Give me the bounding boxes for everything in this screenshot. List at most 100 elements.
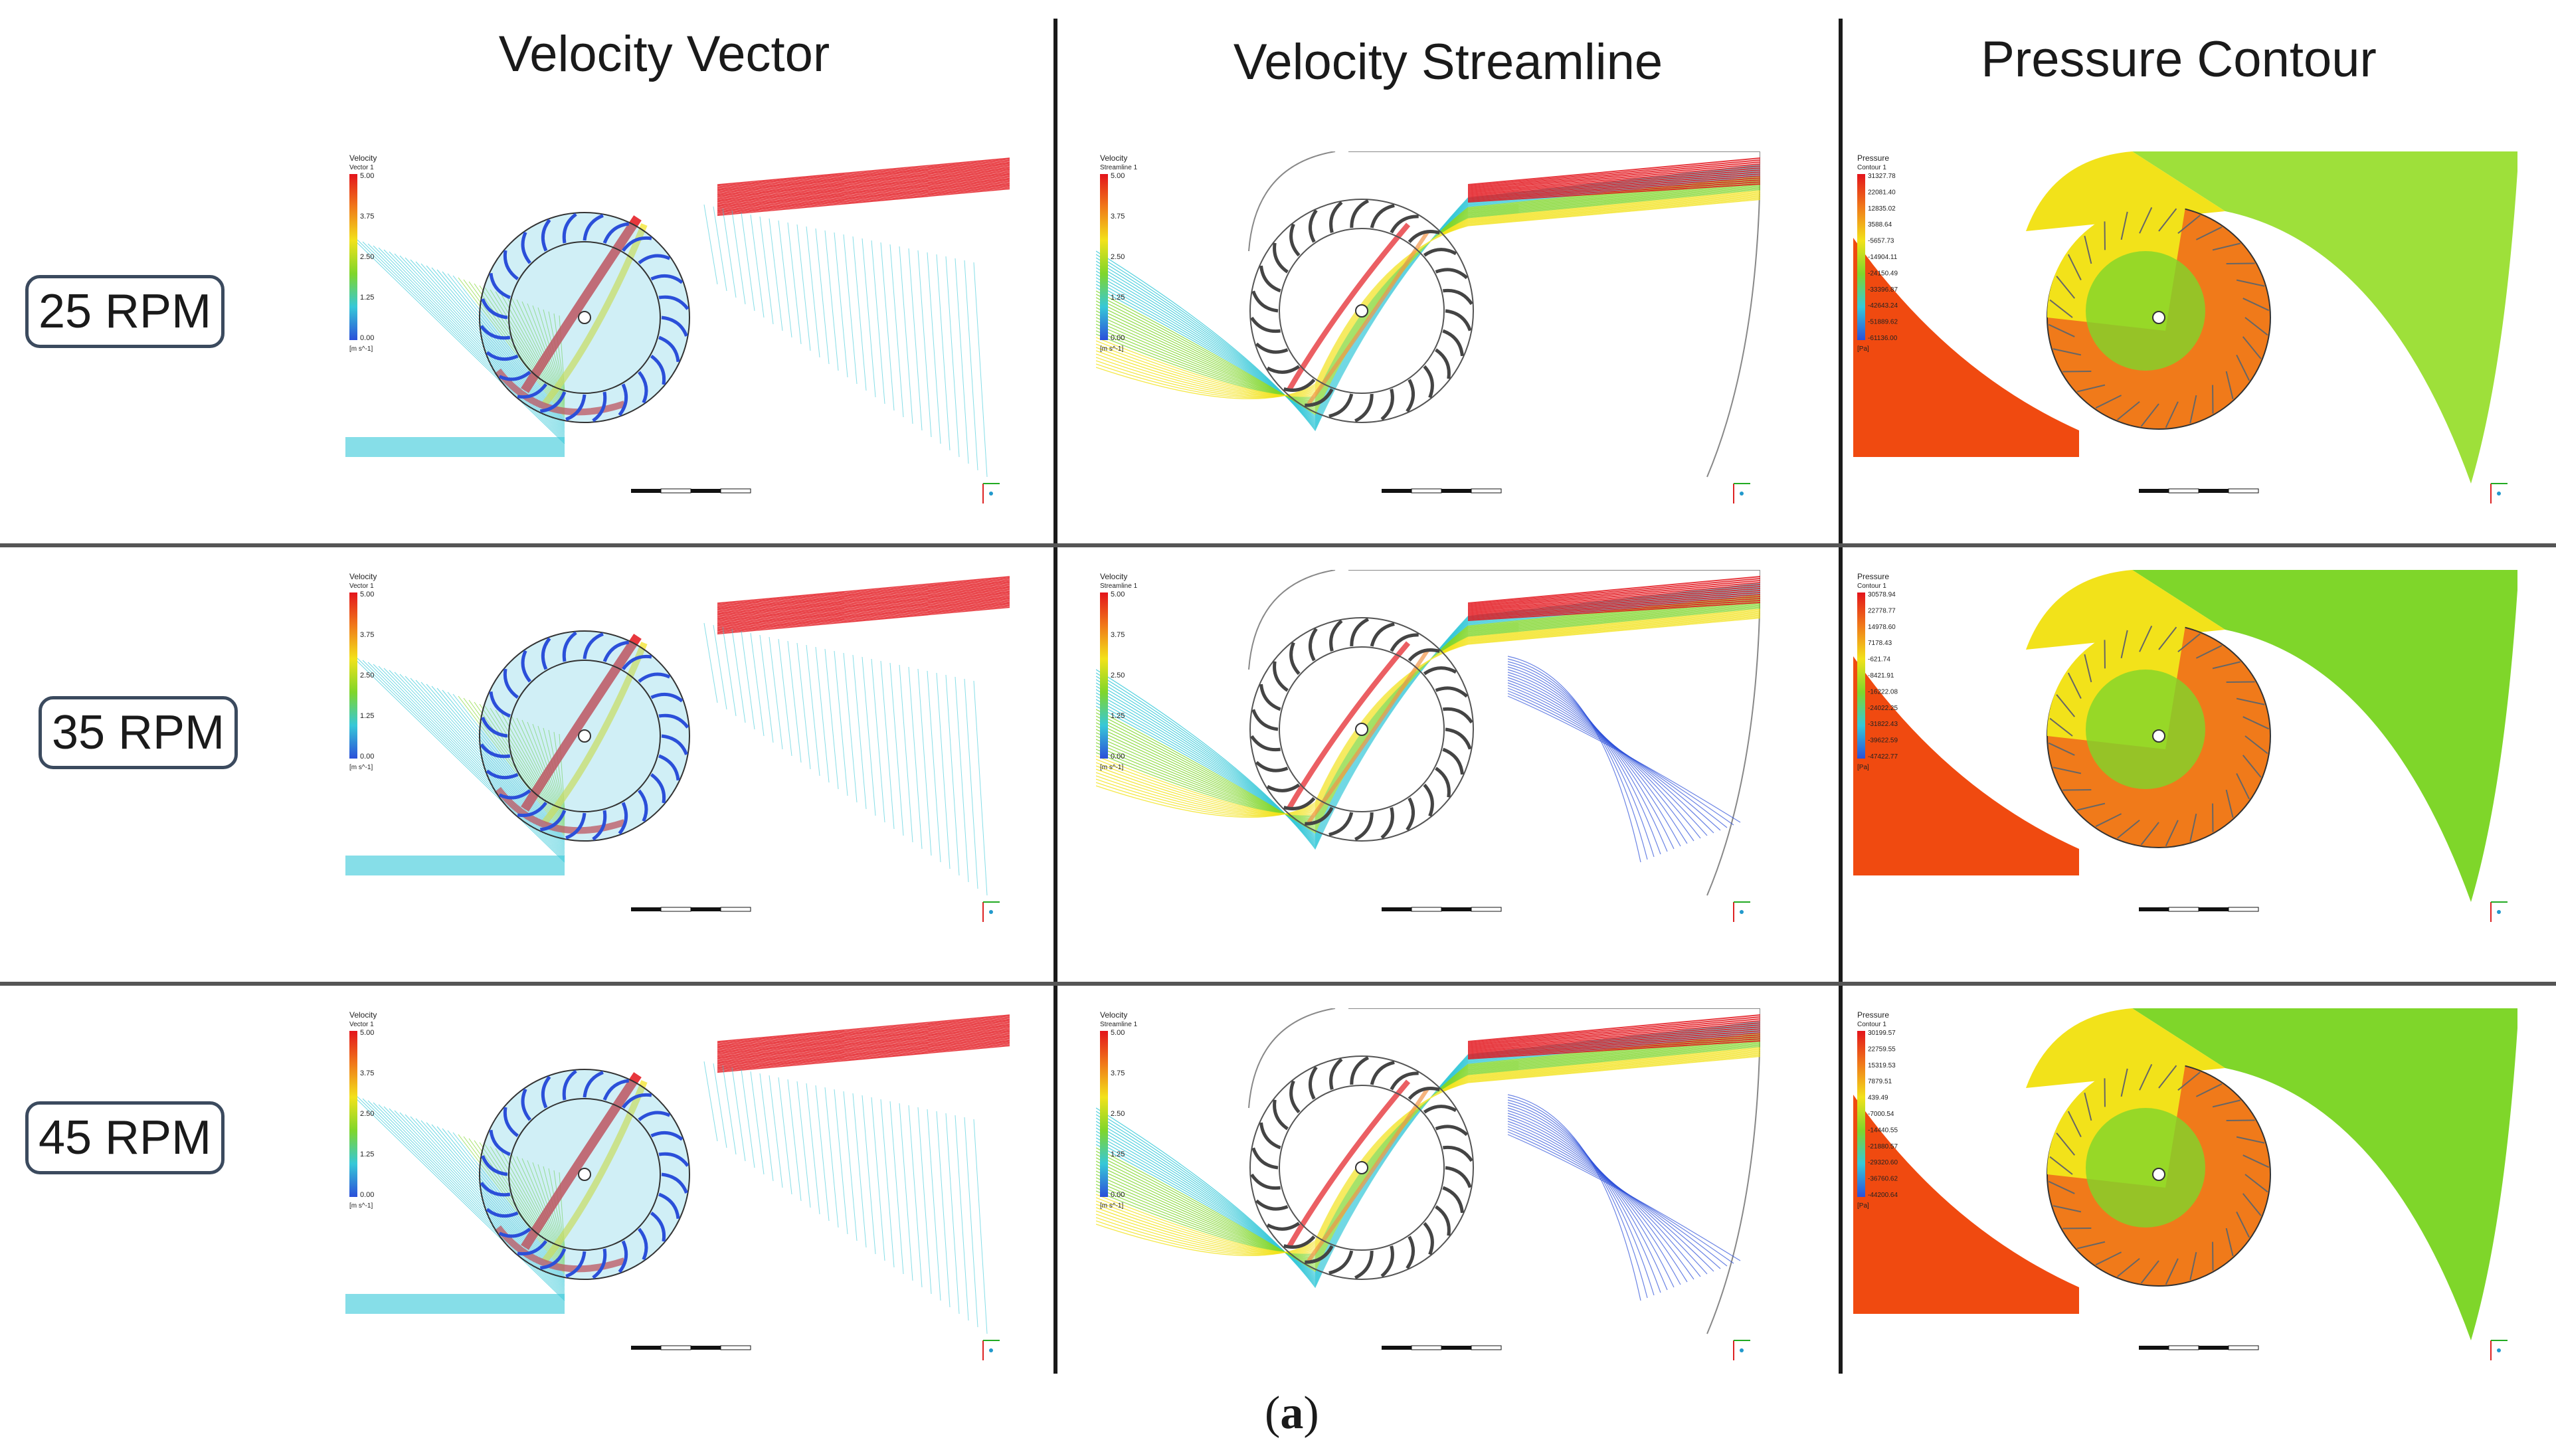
- legend-tick-label: -5657.73: [1868, 238, 1894, 245]
- pressure-contour-field: [1853, 151, 2517, 484]
- pressure-contour-field: [1853, 570, 2517, 902]
- scale-bar: [631, 488, 751, 494]
- panel-vector-row3: Velocity Vector 1 5.00 3.75 2.50 1.25 0.00 [m s…: [345, 1008, 1010, 1380]
- high-velocity-jet: [1286, 1079, 1411, 1249]
- legend-tick-label: 15319.53: [1868, 1062, 1896, 1069]
- legend-color-bar: [1100, 592, 1108, 759]
- legend-tick-label: 2.50: [1111, 1110, 1125, 1118]
- legend-tick-label: 3.75: [1111, 213, 1125, 221]
- legend-unit: [m s^-1]: [1100, 1202, 1123, 1210]
- panel-vector-row2: Velocity Vector 1 5.00 3.75 2.50 1.25 0.00 [m s…: [345, 570, 1010, 942]
- panel-stream-row3: Velocity Streamline 1 5.00 3.75 2.50 1.25 0.00…: [1096, 1008, 1760, 1380]
- legend-tick-label: 30199.57: [1868, 1030, 1896, 1037]
- axis-triad-icon: [1733, 483, 1750, 503]
- legend-tick-label: 1.25: [1111, 1150, 1125, 1158]
- legend-subtitle: Vector 1: [349, 583, 374, 590]
- legend-tick-label: 14978.60: [1868, 624, 1896, 631]
- legend-color-bar: [1100, 174, 1108, 340]
- legend-tick-label: 0.00: [360, 753, 374, 761]
- legend-tick-label: 22759.55: [1868, 1046, 1896, 1053]
- legend-tick-label: 0.00: [360, 334, 374, 342]
- axis-triad-icon: [2490, 483, 2508, 503]
- legend-tick-label: 5.00: [360, 172, 374, 180]
- scale-bar: [1382, 488, 1502, 494]
- column-title-pressure-contour: Pressure Contour: [1981, 31, 2377, 88]
- legend-tick-label: 2.50: [1111, 253, 1125, 261]
- legend-tick-label: 1.25: [360, 712, 374, 720]
- legend-title: Pressure: [1857, 572, 1889, 581]
- legend-title: Velocity: [1100, 1010, 1127, 1020]
- panel-pressure-row1: Pressure Contour 1 31327.78 22081.40 12835.0…: [1853, 151, 2517, 523]
- legend-tick-label: 439.49: [1868, 1095, 1888, 1102]
- row-divider-1: [0, 543, 2556, 547]
- legend-tick-label: -21880.57: [1868, 1143, 1898, 1150]
- legend-tick-label: 7178.43: [1868, 640, 1892, 647]
- legend-color-bar: [1857, 592, 1865, 759]
- legend-subtitle: Streamline 1: [1100, 1021, 1138, 1028]
- velocity-vector-field: [345, 157, 1010, 478]
- legend-color-bar: [349, 592, 357, 759]
- column-title-velocity-streamline: Velocity Streamline: [1233, 34, 1663, 90]
- scale-bar: [2139, 488, 2259, 494]
- legend-tick-label: 3.75: [360, 631, 374, 639]
- panel-pressure-row2: Pressure Contour 1 30578.94 22778.77 14978.6…: [1853, 570, 2517, 942]
- legend-title: Pressure: [1857, 153, 1889, 163]
- high-velocity-jet: [1286, 223, 1411, 393]
- legend-subtitle: Contour 1: [1857, 164, 1886, 171]
- outlet-low-pressure-region: [2132, 151, 2517, 484]
- legend-color-bar: [1857, 1031, 1865, 1197]
- legend-tick-label: 3.75: [1111, 1069, 1125, 1077]
- legend-tick-label: -29320.60: [1868, 1159, 1898, 1166]
- outlet-low-pressure-region: [2132, 570, 2517, 902]
- legend-tick-label: -61136.00: [1868, 335, 1898, 342]
- turbine-runner: [1249, 199, 1474, 423]
- axis-triad-icon: [982, 483, 1000, 503]
- rpm-label-35: 35 RPM: [39, 696, 238, 769]
- column-divider-2: [1839, 19, 1843, 1374]
- panel-pressure-row3: Pressure Contour 1 30199.57 22759.55 15319.5…: [1853, 1008, 2517, 1380]
- legend-tick-label: -42643.24: [1868, 302, 1898, 310]
- legend-tick-label: -621.74: [1868, 656, 1890, 664]
- legend-title: Velocity: [1100, 572, 1127, 581]
- legend-tick-label: -51889.62: [1868, 319, 1898, 326]
- legend-tick-label: 5.00: [1111, 1029, 1125, 1037]
- turbine-runner: [1249, 1055, 1474, 1280]
- panel-stream-row2: Velocity Streamline 1 5.00 3.75 2.50 1.25 0.00…: [1096, 570, 1760, 942]
- legend-unit: [Pa]: [1857, 764, 1869, 771]
- legend-tick-label: 3.75: [360, 1069, 374, 1077]
- legend-unit: [m s^-1]: [349, 1202, 373, 1210]
- high-velocity-jet: [521, 1072, 642, 1250]
- rpm-label-45: 45 RPM: [25, 1101, 225, 1174]
- legend-tick-label: -24150.49: [1868, 270, 1898, 277]
- legend-tick-label: 5.00: [1111, 591, 1125, 598]
- scale-bar: [631, 907, 751, 912]
- legend-color-bar: [1857, 174, 1865, 340]
- inlet-high-pressure-region: [1853, 1095, 2079, 1314]
- legend-tick-label: 2.50: [1111, 672, 1125, 680]
- inlet-high-pressure-region: [1853, 238, 2079, 457]
- legend-title: Velocity: [1100, 153, 1127, 163]
- legend-tick-label: 1.25: [360, 294, 374, 302]
- high-velocity-jet: [521, 634, 642, 812]
- legend-subtitle: Vector 1: [349, 1021, 374, 1028]
- scale-bar: [1382, 1345, 1502, 1350]
- panel-stream-row1: Velocity Streamline 1 5.00 3.75 2.50 1.25 0.00…: [1096, 151, 1760, 523]
- legend-tick-label: 30578.94: [1868, 591, 1896, 598]
- legend-unit: [m s^-1]: [349, 345, 373, 353]
- turbine-runner: [1249, 617, 1474, 842]
- legend-unit: [m s^-1]: [349, 764, 373, 771]
- legend-tick-label: 1.25: [1111, 294, 1125, 302]
- legend-tick-label: 0.00: [1111, 753, 1125, 761]
- rpm-label-25: 25 RPM: [25, 275, 225, 348]
- legend-tick-label: 2.50: [360, 672, 374, 680]
- legend-tick-label: 5.00: [360, 591, 374, 598]
- axis-triad-icon: [2490, 901, 2508, 922]
- legend-tick-label: 5.00: [360, 1029, 374, 1037]
- scale-bar: [2139, 907, 2259, 912]
